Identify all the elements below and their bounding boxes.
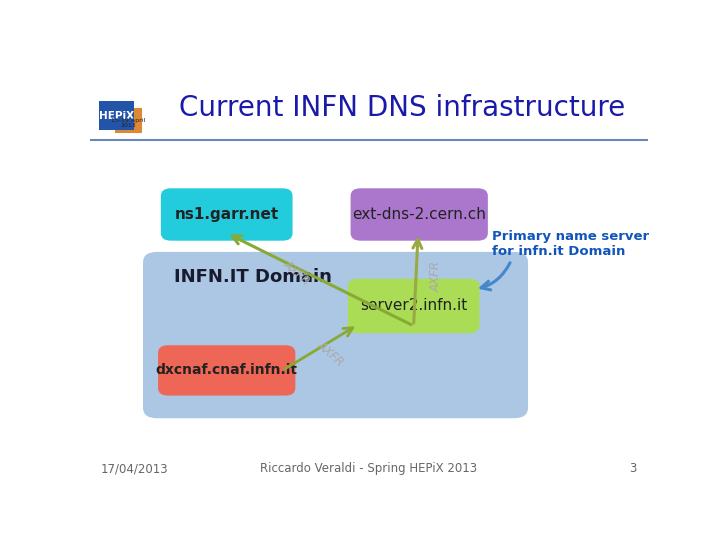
Text: HEPiX: HEPiX <box>99 111 134 120</box>
Text: Primary name server
for infn.it Domain: Primary name server for infn.it Domain <box>492 230 649 258</box>
FancyBboxPatch shape <box>115 108 142 133</box>
Text: 17/04/2013: 17/04/2013 <box>101 462 168 475</box>
Text: 3: 3 <box>629 462 637 475</box>
FancyBboxPatch shape <box>161 188 292 241</box>
FancyBboxPatch shape <box>158 345 295 396</box>
Text: AXFR: AXFR <box>281 258 312 288</box>
FancyBboxPatch shape <box>348 279 480 333</box>
Text: 15-19 April
2013: 15-19 April 2013 <box>112 118 145 129</box>
FancyBboxPatch shape <box>99 101 133 131</box>
Text: Riccardo Veraldi - Spring HEPiX 2013: Riccardo Veraldi - Spring HEPiX 2013 <box>261 462 477 475</box>
Text: AXFR: AXFR <box>314 339 346 369</box>
Text: AXFR: AXFR <box>429 261 443 292</box>
Text: ns1.garr.net: ns1.garr.net <box>174 207 279 222</box>
FancyBboxPatch shape <box>351 188 488 241</box>
Text: ext-dns-2.cern.ch: ext-dns-2.cern.ch <box>352 207 486 222</box>
Text: Current INFN DNS infrastructure: Current INFN DNS infrastructure <box>179 94 626 123</box>
Text: dxcnaf.cnaf.infn.it: dxcnaf.cnaf.infn.it <box>156 363 297 377</box>
Text: server2.infn.it: server2.infn.it <box>360 299 467 313</box>
FancyBboxPatch shape <box>143 252 528 418</box>
Text: INFN.IT Domain: INFN.IT Domain <box>174 268 332 286</box>
